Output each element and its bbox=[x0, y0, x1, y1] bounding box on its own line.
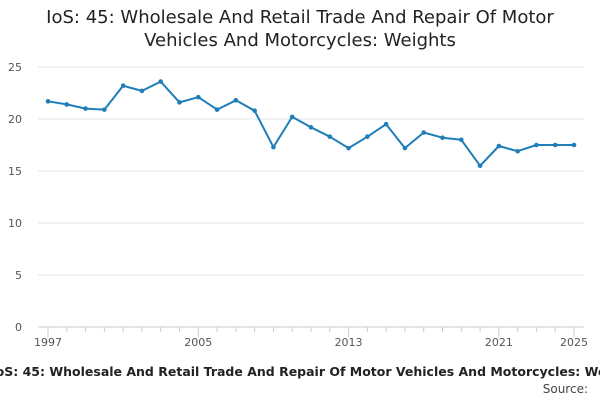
data-point bbox=[515, 148, 520, 154]
data-point bbox=[252, 108, 257, 113]
series-weights bbox=[45, 79, 577, 169]
data-point bbox=[64, 102, 70, 107]
data-point bbox=[289, 114, 295, 120]
footer-caption: IoS: 45: Wholesale And Retail Trade And … bbox=[0, 364, 600, 379]
data-point bbox=[177, 100, 182, 105]
y-tick-label: 20 bbox=[8, 113, 22, 126]
data-point bbox=[120, 83, 126, 89]
grid-lines bbox=[38, 66, 584, 328]
chart-title: IoS: 45: Wholesale And Retail Trade And … bbox=[0, 6, 600, 52]
data-point bbox=[496, 143, 502, 149]
series-line bbox=[47, 80, 574, 167]
data-point bbox=[440, 135, 445, 141]
x-tick-label: 2013 bbox=[335, 336, 363, 349]
data-point bbox=[195, 94, 201, 100]
data-point bbox=[477, 163, 483, 169]
data-point bbox=[402, 145, 408, 151]
data-point bbox=[102, 107, 107, 112]
x-axis bbox=[38, 326, 584, 337]
y-tick-label: 15 bbox=[8, 165, 22, 178]
x-tick-label: 2005 bbox=[184, 336, 212, 349]
data-point bbox=[383, 121, 389, 127]
y-tick-label: 0 bbox=[15, 321, 22, 334]
data-point bbox=[214, 107, 220, 112]
data-point bbox=[571, 142, 577, 148]
data-point bbox=[233, 97, 239, 103]
data-point bbox=[458, 137, 464, 143]
data-point bbox=[346, 145, 351, 151]
data-point bbox=[158, 79, 164, 84]
x-tick-label: 1997 bbox=[34, 336, 62, 349]
data-point bbox=[365, 134, 370, 139]
data-point bbox=[421, 130, 427, 135]
data-point bbox=[552, 142, 558, 148]
data-point bbox=[271, 144, 276, 150]
data-point bbox=[139, 88, 145, 94]
footer-source: Source: bbox=[542, 382, 588, 396]
data-point bbox=[308, 125, 314, 130]
data-point bbox=[83, 106, 88, 111]
data-point bbox=[534, 142, 539, 148]
chart-title-line-1: IoS: 45: Wholesale And Retail Trade And … bbox=[46, 7, 554, 28]
data-point bbox=[45, 99, 51, 104]
x-tick-label: 2021 bbox=[485, 336, 513, 349]
y-tick-label: 25 bbox=[8, 61, 22, 74]
y-tick-label: 10 bbox=[8, 217, 22, 230]
x-tick-label: 2025 bbox=[560, 336, 588, 349]
y-tick-label: 5 bbox=[15, 269, 22, 282]
chart-title-line-2: Vehicles And Motorcycles: Weights bbox=[144, 30, 456, 51]
data-point bbox=[327, 134, 333, 139]
